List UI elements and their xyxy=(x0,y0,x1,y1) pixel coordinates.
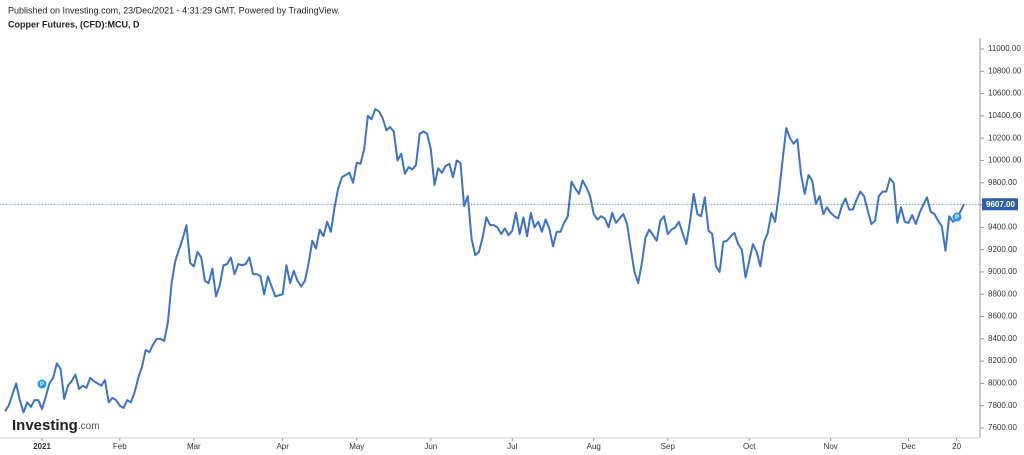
x-tick-label: May xyxy=(349,442,364,451)
plot xyxy=(4,108,965,414)
x-tick-label: Feb xyxy=(113,442,127,451)
y-tick-label: 10400.00 xyxy=(988,111,1022,120)
current-price-badge xyxy=(982,198,1018,211)
x-tick-label: Jun xyxy=(424,442,437,451)
event-marker xyxy=(37,379,47,389)
x-tick-label: Oct xyxy=(743,442,756,451)
y-tick-label: 10800.00 xyxy=(988,66,1022,75)
logo-suffix: .com xyxy=(78,421,100,432)
x-tick-label: Mar xyxy=(187,442,201,451)
published-note: Published on Investing.com, 23/Dec/2021 … xyxy=(8,5,340,15)
x-tick-label: Nov xyxy=(824,442,838,451)
y-tick-label: 7600.00 xyxy=(988,423,1017,432)
y-tick-label: 10000.00 xyxy=(988,156,1022,165)
event-marker-label: P xyxy=(40,382,44,388)
x-tick-label: 2021 xyxy=(33,442,51,451)
y-tick-label: 7800.00 xyxy=(988,401,1017,410)
y-tick-label: 10600.00 xyxy=(988,89,1022,98)
y-tick-label: 9000.00 xyxy=(988,267,1017,276)
y-tick-label: 9200.00 xyxy=(988,245,1017,254)
x-tick-label: 20 xyxy=(952,442,961,451)
y-tick-label: 8800.00 xyxy=(988,289,1017,298)
y-tick-label: 11000.00 xyxy=(988,44,1021,53)
y-tick-label: 8000.00 xyxy=(988,379,1017,388)
current-price-label: 9607.00 xyxy=(986,200,1015,209)
logo-name: Investing xyxy=(12,417,78,434)
event-marker-label: P xyxy=(955,215,959,221)
event-marker xyxy=(952,212,962,222)
y-tick-label: 10200.00 xyxy=(988,133,1022,142)
y-tick-label: 8200.00 xyxy=(988,356,1017,365)
y-tick-label: 8400.00 xyxy=(988,334,1017,343)
symbol-title: Copper Futures, (CFD):MCU, D xyxy=(8,19,140,29)
x-tick-label: Dec xyxy=(901,442,915,451)
y-tick-label: 9400.00 xyxy=(988,222,1017,231)
x-tick-label: Aug xyxy=(587,442,601,451)
y-tick-label: 8600.00 xyxy=(988,312,1017,321)
x-tick-label: Sep xyxy=(661,442,676,451)
logo: Investing.com xyxy=(12,417,100,434)
price-line xyxy=(4,108,965,414)
x-tick-label: Jul xyxy=(507,442,517,451)
y-tick-label: 9800.00 xyxy=(988,178,1017,187)
x-tick-label: Apr xyxy=(276,442,289,451)
